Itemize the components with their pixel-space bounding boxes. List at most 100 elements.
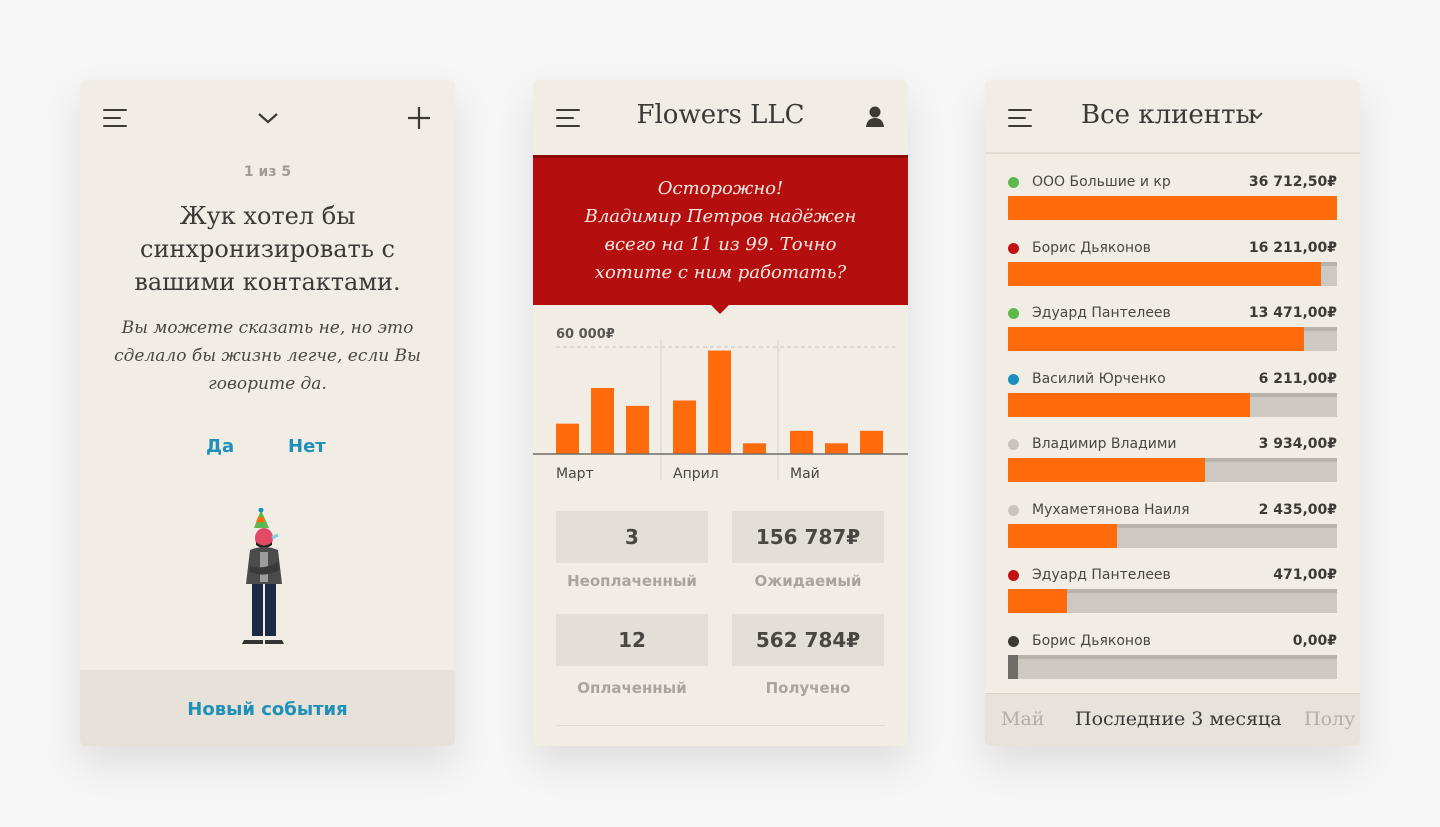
x-tick-label: Май [790, 466, 820, 482]
reliability-alert: Осторожно! Владимир Петров надёжен всего… [533, 155, 908, 305]
party-man-illustration [242, 508, 284, 644]
stat-unpaid-value[interactable]: 3 [556, 511, 708, 563]
company-screen: Flowers LLC Осторожно! Владимир Петров н… [533, 80, 908, 746]
no-button[interactable]: Нет [288, 436, 326, 457]
status-dot [1008, 439, 1019, 450]
client-row[interactable]: Мухаметянова Наиля 2 435,00₽ [1008, 501, 1337, 553]
user-icon[interactable] [865, 106, 885, 128]
progress-track [1008, 196, 1337, 220]
chevron-down-icon[interactable] [1251, 110, 1263, 122]
stat-unpaid-label: Неоплаченный [567, 572, 697, 590]
stat-expected-label: Ожидаемый [754, 572, 862, 590]
chart-bar [556, 423, 579, 454]
sync-contacts-screen: 1 из 5 Жук хотел бы синхронизировать с в… [80, 80, 455, 746]
chart-bar [708, 350, 731, 454]
clients-screen: Все клиенты ООО Большие и кр 36 712,50₽ Бо… [985, 80, 1360, 746]
client-amount: 3 934,00₽ [1258, 436, 1337, 452]
client-amount: 2 435,00₽ [1258, 501, 1337, 518]
alert-pointer [710, 304, 730, 314]
client-name: Владимир Владими [1032, 436, 1177, 452]
progress-fill [1008, 196, 1337, 220]
client-name: Эдуард Пантелеев [1032, 305, 1171, 321]
client-row[interactable]: Эдуард Пантелеев 471,00₽ [1008, 567, 1337, 618]
chevron-down-icon[interactable] [257, 111, 279, 125]
progress-track [1008, 261, 1337, 286]
sync-title: Жук хотел бы синхронизировать с вашими к… [134, 202, 401, 296]
progress-fill [1008, 589, 1068, 613]
client-name: Мухаметянова Наиля [1032, 501, 1190, 518]
top-bar: Все клиенты [985, 80, 1360, 154]
plus-icon[interactable] [407, 106, 431, 130]
period-selector: Май Последние 3 месяца Полу [985, 693, 1360, 746]
progress-fill [1008, 654, 1018, 679]
y-max-label: 60 000₽ [556, 327, 615, 342]
progress-fill [1008, 523, 1117, 548]
client-amount: 16 211,00₽ [1248, 239, 1337, 256]
chart-bar [626, 405, 649, 454]
client-amount: 36 712,50₽ [1248, 174, 1337, 190]
top-bar: Flowers LLC [533, 80, 908, 155]
step-counter: 1 из 5 [243, 164, 292, 180]
period-current[interactable]: Последние 3 месяца [1075, 708, 1282, 730]
client-row[interactable]: Василий Юрченко 6 211,00₽ [1008, 370, 1337, 422]
client-name: Василий Юрченко [1032, 370, 1166, 387]
revenue-chart: 60 000₽ Март Април Май [533, 327, 908, 482]
chart-bar [860, 430, 883, 454]
chart-bar [591, 388, 614, 454]
status-dot [1008, 504, 1019, 516]
chart-bar [825, 443, 848, 454]
progress-track [1008, 654, 1337, 679]
alert-line: всего на 11 из 99. Точно [604, 234, 837, 255]
menu-icon[interactable] [103, 109, 127, 127]
chart-bar [790, 430, 813, 454]
stat-paid-value[interactable]: 12 [556, 614, 708, 666]
new-events-button[interactable]: Новый события [80, 670, 455, 746]
progress-track [1008, 392, 1337, 417]
x-tick-label: Март [556, 466, 594, 482]
client-amount: 471,00₽ [1273, 567, 1337, 583]
status-dot [1008, 570, 1019, 581]
client-row[interactable]: Владимир Владими 3 934,00₽ [1008, 436, 1337, 487]
progress-track [1008, 523, 1337, 548]
period-prev[interactable]: Май [1001, 708, 1045, 730]
menu-icon[interactable] [1008, 109, 1032, 127]
x-tick-label: Април [673, 466, 719, 482]
client-amount: 6 211,00₽ [1258, 370, 1337, 387]
client-row[interactable]: Борис Дьяконов 0,00₽ [1008, 632, 1337, 684]
company-title: Flowers LLC [636, 100, 805, 130]
progress-fill [1008, 458, 1206, 482]
status-dot [1008, 242, 1019, 254]
alert-line: Владимир Петров надёжен [584, 206, 857, 227]
client-row[interactable]: Эдуард Пантелеев 13 471,00₽ [1008, 305, 1337, 356]
stat-received-label: Получено [765, 679, 851, 697]
clients-filter-title[interactable]: Все клиенты [1081, 100, 1257, 130]
chart-bar [743, 443, 766, 454]
menu-icon[interactable] [556, 109, 580, 127]
divider [556, 725, 885, 726]
stat-expected-value[interactable]: 156 787₽ [732, 511, 884, 563]
alert-line: Осторожно! [657, 178, 784, 199]
client-name: Борис Дьяконов [1032, 239, 1151, 256]
yes-button[interactable]: Да [206, 436, 235, 457]
progress-track [1008, 589, 1337, 613]
stat-received-value[interactable]: 562 784₽ [732, 614, 884, 666]
progress-fill [1008, 327, 1305, 351]
progress-track [1008, 327, 1337, 351]
status-dot [1008, 308, 1019, 319]
client-row[interactable]: ООО Большие и кр 36 712,50₽ [1008, 174, 1337, 225]
alert-line: хотите с ним работать? [594, 262, 847, 283]
client-amount: 0,00₽ [1292, 632, 1337, 649]
status-dot [1008, 373, 1019, 385]
client-name: Борис Дьяконов [1032, 632, 1151, 649]
status-dot [1008, 177, 1019, 188]
status-dot [1008, 635, 1019, 647]
period-next[interactable]: Полу [1304, 708, 1356, 730]
sync-subtitle: Вы можете сказать не, но это сделало бы … [114, 318, 421, 394]
client-name: Эдуард Пантелеев [1032, 567, 1171, 583]
client-row[interactable]: Борис Дьяконов 16 211,00₽ [1008, 239, 1337, 291]
client-amount: 13 471,00₽ [1248, 305, 1337, 321]
progress-track [1008, 458, 1337, 482]
progress-fill [1008, 392, 1250, 417]
chart-bar [673, 400, 696, 454]
stat-paid-label: Оплаченный [577, 679, 687, 697]
